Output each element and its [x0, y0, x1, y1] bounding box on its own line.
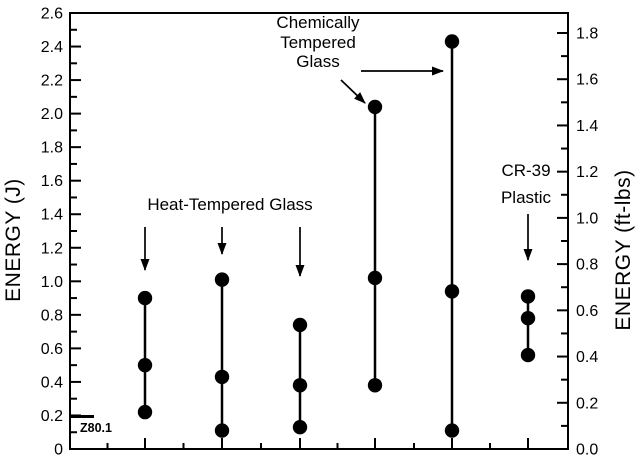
data-point	[292, 317, 308, 333]
data-point	[137, 404, 153, 420]
data-point	[520, 347, 536, 363]
data-point	[367, 99, 383, 115]
data-point	[444, 423, 460, 438]
left-tick-label: 2.0	[41, 106, 63, 123]
z801-reference-label: Z80.1	[80, 421, 112, 435]
data-point	[214, 423, 230, 438]
left-tick-label: 2.6	[41, 6, 63, 23]
data-point	[520, 311, 536, 326]
right-tick-label: 1.6	[576, 72, 598, 89]
left-tick-label: 1.8	[41, 140, 63, 157]
left-tick-label: 0.6	[41, 341, 63, 358]
data-point	[444, 34, 460, 49]
plot-frame	[69, 12, 569, 450]
left-tick-label: 2.2	[41, 73, 63, 90]
annotation-chemically-tempered-glass: Chemically Tempered Glass	[276, 13, 360, 71]
data-point	[292, 420, 308, 435]
data-point	[367, 378, 383, 393]
data-point	[214, 369, 230, 385]
left-tick-label: 0	[54, 442, 63, 459]
data-point	[520, 289, 536, 304]
annotation-heat-tempered-glass: Heat-Tempered Glass	[147, 195, 313, 214]
right-tick-label: 1.0	[576, 210, 598, 227]
right-tick-label: 1.4	[576, 118, 598, 135]
left-tick-label: 0.4	[41, 374, 63, 391]
right-tick-label: 0.6	[576, 303, 598, 320]
left-tick-label: 1.4	[41, 207, 63, 224]
right-tick-label: 1.2	[576, 164, 598, 181]
data-point	[137, 357, 153, 373]
data-point	[367, 270, 383, 286]
left-tick-label: 2.4	[41, 39, 63, 56]
right-tick-label: 0.2	[576, 395, 598, 412]
data-point	[292, 378, 308, 393]
left-tick-label: 0.8	[41, 307, 63, 324]
right-tick-label: 0.8	[576, 257, 598, 274]
left-tick-label: 1.0	[41, 274, 63, 291]
right-tick-label: 0.0	[576, 442, 598, 459]
annotation-arrow	[340, 79, 366, 104]
data-point	[444, 284, 460, 299]
left-tick-label: 1.2	[41, 240, 63, 257]
right-tick-label: 0.4	[576, 349, 598, 366]
annotation-cr39-plastic: CR-39 Plastic	[500, 161, 552, 207]
data-point	[214, 272, 230, 287]
left-tick-label: 0.2	[41, 408, 63, 425]
data-point	[137, 290, 153, 306]
right-tick-label: 1.8	[576, 26, 598, 43]
left-tick-label: 1.6	[41, 173, 63, 190]
